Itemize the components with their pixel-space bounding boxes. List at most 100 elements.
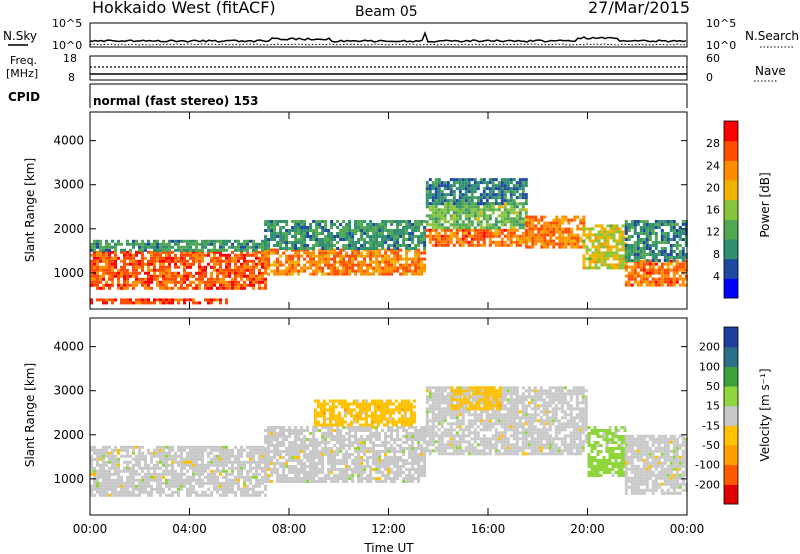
heatmap-cell-power-6 [479, 208, 483, 212]
heatmap-cell-power-5 [470, 228, 474, 232]
heatmap-cell-vel-0 [150, 460, 153, 464]
heatmap-cell-power-4 [396, 241, 400, 244]
heatmap-cell-power-11 [645, 238, 649, 241]
heatmap-cell-vel-0 [219, 493, 222, 497]
heatmap-cell-power-1 [240, 242, 243, 246]
heatmap-cell-power-7 [467, 181, 471, 185]
heatmap-cell-power-4 [309, 226, 313, 229]
heatmap-cell-vel-1 [306, 474, 310, 477]
heatmap-cell-vel-1 [357, 429, 361, 432]
heatmap-cell-power-5 [500, 240, 504, 244]
heatmap-cell-power-7 [470, 199, 474, 203]
heatmap-cell-vel-1 [342, 453, 346, 456]
heatmap-cell-power-5 [449, 231, 453, 235]
heatmap-cell-vel-2 [406, 405, 410, 409]
heatmap-cell-power-1 [156, 245, 159, 249]
heatmap-cell-power-5 [434, 237, 438, 241]
heatmap-cell-power-5 [506, 237, 510, 241]
heatmap-cell-vel-2 [379, 411, 383, 415]
heatmap-cell-vel-1 [276, 462, 280, 465]
heatmap-cell-vel-1 [285, 462, 289, 465]
heatmap-cell-power-4 [330, 238, 334, 241]
heatmap-cell-power-6 [428, 223, 432, 227]
heatmap-cell-power-11 [675, 253, 679, 256]
heatmap-cell-vel-1 [291, 480, 295, 483]
heatmap-cell-vel-2 [382, 408, 386, 412]
heatmap-cell-vel-0 [255, 448, 258, 452]
heatmap-cell-power-6 [449, 214, 453, 218]
heatmap-cell-power-8 [552, 224, 556, 228]
heatmap-cell-power-10 [642, 274, 646, 278]
heatmap-cell-power-10 [672, 268, 676, 272]
heatmap-cell-power-8 [582, 215, 586, 219]
heatmap-cell-vel-2 [340, 420, 344, 424]
heatmap-cell-power-0 [237, 280, 240, 284]
heatmap-cell-vel-1 [423, 474, 427, 477]
heatmap-cell-power-10 [642, 259, 646, 263]
heatmap-cell-power-0 [258, 286, 261, 290]
heatmap-cell-power-0 [186, 250, 189, 254]
heatmap-cell-vel-0 [144, 475, 147, 479]
heatmap-cell-vel-0 [264, 487, 267, 491]
heatmap-cell-power-7 [425, 181, 429, 185]
heatmap-cell-power-3 [396, 266, 400, 270]
heatmap-cell-vel-0 [120, 445, 123, 449]
heatmap-cell-vel-0 [183, 466, 186, 470]
heatmap-cell-vel-1 [315, 462, 319, 465]
heatmap-cell-power-0 [198, 268, 201, 272]
heatmap-cell-power-4 [333, 238, 337, 241]
heatmap-cell-vel-0 [180, 484, 183, 488]
heatmap-cell-vel-1 [273, 456, 277, 459]
heatmap-cell-vel-1 [423, 456, 427, 459]
heatmap-cell-power-4 [270, 220, 274, 223]
heatmap-cell-vel-0 [156, 487, 159, 491]
heatmap-cell-vel-1 [372, 447, 376, 450]
heatmap-cell-power-11 [663, 238, 667, 241]
heatmap-cell-power-0 [171, 277, 174, 281]
heatmap-cell-vel-0 [105, 472, 108, 476]
heatmap-cell-power-0 [261, 271, 264, 275]
heatmap-cell-vel-0 [231, 481, 234, 485]
heatmap-cell-vel-0 [168, 451, 171, 455]
heatmap-cell-power-1 [174, 239, 177, 243]
heatmap-cell-power-6 [500, 211, 504, 215]
heatmap-cell-power-10 [684, 274, 688, 278]
heatmap-cell-power-4 [378, 241, 382, 244]
heatmap-cell-vel-2 [337, 423, 341, 427]
heatmap-cell-power-6 [488, 226, 492, 230]
heatmap-cell-vel-2 [340, 423, 344, 427]
heatmap-cell-power-0 [138, 259, 141, 263]
heatmap-cell-vel-0 [234, 445, 237, 449]
heatmap-cell-power-1 [144, 248, 147, 252]
heatmap-cell-vel-0 [249, 463, 252, 467]
heatmap-cell-power-0 [123, 259, 126, 263]
heatmap-cell-power-1 [183, 239, 186, 243]
heatmap-cell-power-7 [440, 181, 444, 185]
heatmap-cell-vel-1 [378, 459, 382, 462]
heatmap-cell-vel-1 [303, 438, 307, 441]
heatmap-cell-power-0 [228, 256, 231, 260]
heatmap-cell-power-8 [540, 215, 544, 219]
heatmap-cell-power-3 [339, 263, 343, 267]
heatmap-cell-vel-1 [309, 477, 313, 480]
heatmap-cell-power-5 [455, 231, 459, 235]
heatmap-cell-vel-0 [237, 475, 240, 479]
heatmap-cell-power-10 [627, 277, 631, 281]
heatmap-cell-power-4 [336, 247, 340, 250]
heatmap-cell-power-4 [372, 229, 376, 232]
heatmap-cell-power-0 [93, 253, 96, 257]
heatmap-cell-power-2 [153, 301, 156, 305]
heatmap-cell-power-0 [102, 274, 105, 278]
heatmap-cell-vel-0 [189, 475, 192, 479]
heatmap-cell-power-0 [153, 265, 156, 269]
heatmap-cell-vel-0 [201, 472, 204, 476]
heatmap-cell-power-4 [312, 229, 316, 232]
heatmap-cell-power-10 [654, 277, 658, 281]
heatmap-cell-vel-0 [99, 472, 102, 476]
heatmap-cell-power-6 [485, 223, 489, 227]
heatmap-cell-vel-0 [189, 460, 192, 464]
heatmap-cell-vel-0 [96, 463, 99, 467]
heatmap-cell-power-6 [485, 217, 489, 221]
heatmap-cell-power-7 [440, 190, 444, 194]
heatmap-cell-power-5 [467, 243, 471, 247]
